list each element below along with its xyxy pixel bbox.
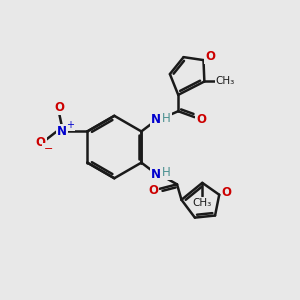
Text: N: N <box>57 125 67 138</box>
Text: CH₃: CH₃ <box>216 76 235 86</box>
Text: O: O <box>196 113 206 126</box>
Text: O: O <box>148 184 158 197</box>
Text: O: O <box>36 136 46 149</box>
Text: O: O <box>54 101 64 114</box>
Text: N: N <box>151 113 161 126</box>
Text: +: + <box>66 120 74 130</box>
Text: H: H <box>162 166 171 179</box>
Text: O: O <box>222 186 232 199</box>
Text: −: − <box>44 144 53 154</box>
Text: CH₃: CH₃ <box>193 198 212 208</box>
Text: N: N <box>151 168 161 181</box>
Text: O: O <box>205 50 215 63</box>
Text: H: H <box>162 112 171 125</box>
